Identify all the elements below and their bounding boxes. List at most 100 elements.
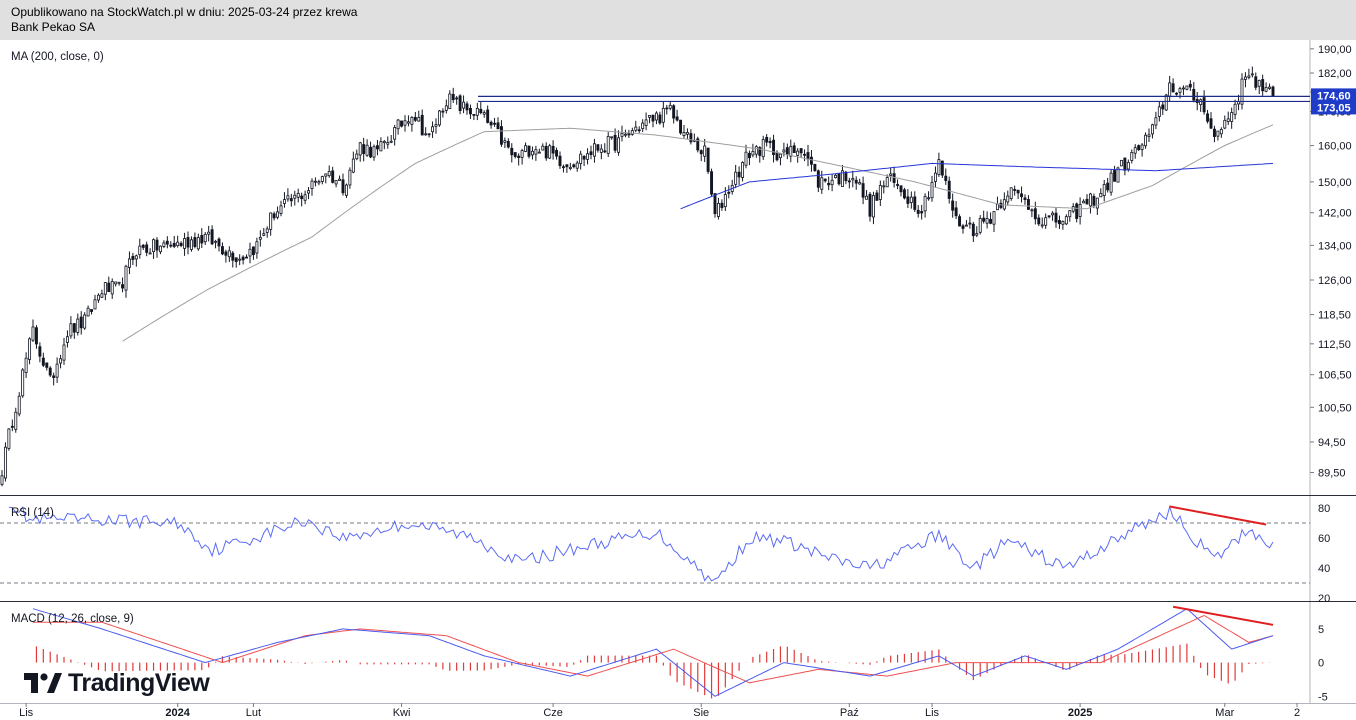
candle [744, 144, 748, 169]
price-tick-label: 89,50 [1318, 468, 1346, 480]
candle-body [338, 178, 342, 181]
candle-body [1113, 170, 1117, 182]
candle-body [372, 146, 376, 158]
ma-indicator-label[interactable]: MA (200, close, 0) [11, 51, 104, 63]
instrument-name: Bank Pekao SA [11, 20, 96, 34]
candle [923, 193, 927, 218]
rsi-indicator-label[interactable]: RSI (14) [11, 507, 54, 519]
candle-body [572, 164, 576, 168]
candle [362, 137, 366, 162]
candle [400, 120, 404, 128]
candle [1168, 75, 1172, 103]
price-tick-label: 126,00 [1318, 275, 1352, 287]
candle [648, 114, 652, 124]
candle [65, 330, 69, 348]
candle [703, 138, 707, 163]
candle [7, 428, 11, 451]
candle [48, 366, 52, 377]
candle-body [272, 213, 276, 219]
candle [1202, 90, 1206, 115]
candle-body [734, 171, 738, 185]
price-level-badge [1311, 88, 1356, 103]
candle [310, 178, 314, 196]
candle [1061, 220, 1065, 230]
candle [110, 278, 114, 299]
candle-body [45, 362, 49, 368]
candle [692, 133, 696, 143]
candle [927, 191, 931, 201]
candle-body [434, 124, 438, 127]
candle-body [310, 180, 314, 189]
rsi-divergence-line [1169, 505, 1267, 526]
price-tick-label: 190,00 [1318, 44, 1352, 56]
candle-body [1130, 152, 1134, 161]
time-tick-label: 2024 [165, 707, 190, 719]
candle-body [958, 216, 962, 227]
candle [555, 147, 559, 160]
candle [827, 176, 831, 191]
candle-body [148, 252, 152, 255]
candle-body [892, 173, 896, 183]
candle [513, 152, 517, 159]
candle-body [685, 132, 689, 135]
price-level-badge-label: 173,05 [1317, 102, 1351, 114]
candle-body [558, 155, 562, 167]
candle-body [396, 119, 400, 130]
macd-indicator-label[interactable]: MACD (12, 26, close, 9) [11, 613, 134, 625]
candle [1016, 189, 1020, 199]
candle [420, 109, 424, 136]
candle-body [369, 146, 373, 158]
candle [379, 137, 383, 152]
candle-body [775, 152, 779, 161]
candle-body [234, 257, 238, 262]
candle-body [72, 323, 76, 333]
candle [551, 140, 555, 160]
candle [565, 164, 569, 173]
candle [1157, 101, 1161, 122]
candle [28, 337, 32, 365]
candle [854, 176, 858, 190]
candle-body [658, 114, 662, 124]
candle-body [1023, 197, 1027, 200]
candle-body [1219, 129, 1223, 135]
candle [441, 108, 445, 118]
candle [699, 149, 703, 162]
candle [196, 233, 200, 251]
time-tick-label: Paź [840, 707, 859, 719]
candle-body [696, 138, 700, 151]
candle-body [131, 255, 135, 260]
candle [1088, 192, 1092, 214]
candle-body [737, 171, 741, 178]
candle [107, 276, 111, 293]
candle [431, 121, 435, 138]
candle [582, 155, 586, 167]
candle [975, 226, 979, 238]
candle [823, 178, 827, 183]
candle-body [355, 153, 359, 160]
candle [541, 143, 545, 151]
candle [317, 179, 321, 186]
candle-body [689, 133, 693, 143]
candle [413, 111, 417, 122]
candle-body [393, 127, 397, 140]
candle [234, 257, 238, 268]
candle [572, 163, 576, 169]
candle [902, 187, 906, 200]
candle-body [313, 180, 317, 183]
candle-body [1082, 200, 1086, 204]
candle [530, 146, 534, 160]
candle-body [134, 255, 138, 260]
candle [424, 127, 428, 136]
candle [475, 102, 479, 121]
candle [303, 190, 307, 205]
candle-body [1254, 76, 1258, 88]
tradingview-logo[interactable]: TradingView [24, 668, 210, 698]
candle [127, 251, 131, 275]
candle [617, 130, 621, 156]
candle [141, 243, 145, 251]
candle [214, 239, 218, 249]
candle [775, 150, 779, 162]
candle [224, 249, 228, 263]
candle-body [827, 182, 831, 186]
macd-tick-label: 0 [1318, 658, 1324, 670]
